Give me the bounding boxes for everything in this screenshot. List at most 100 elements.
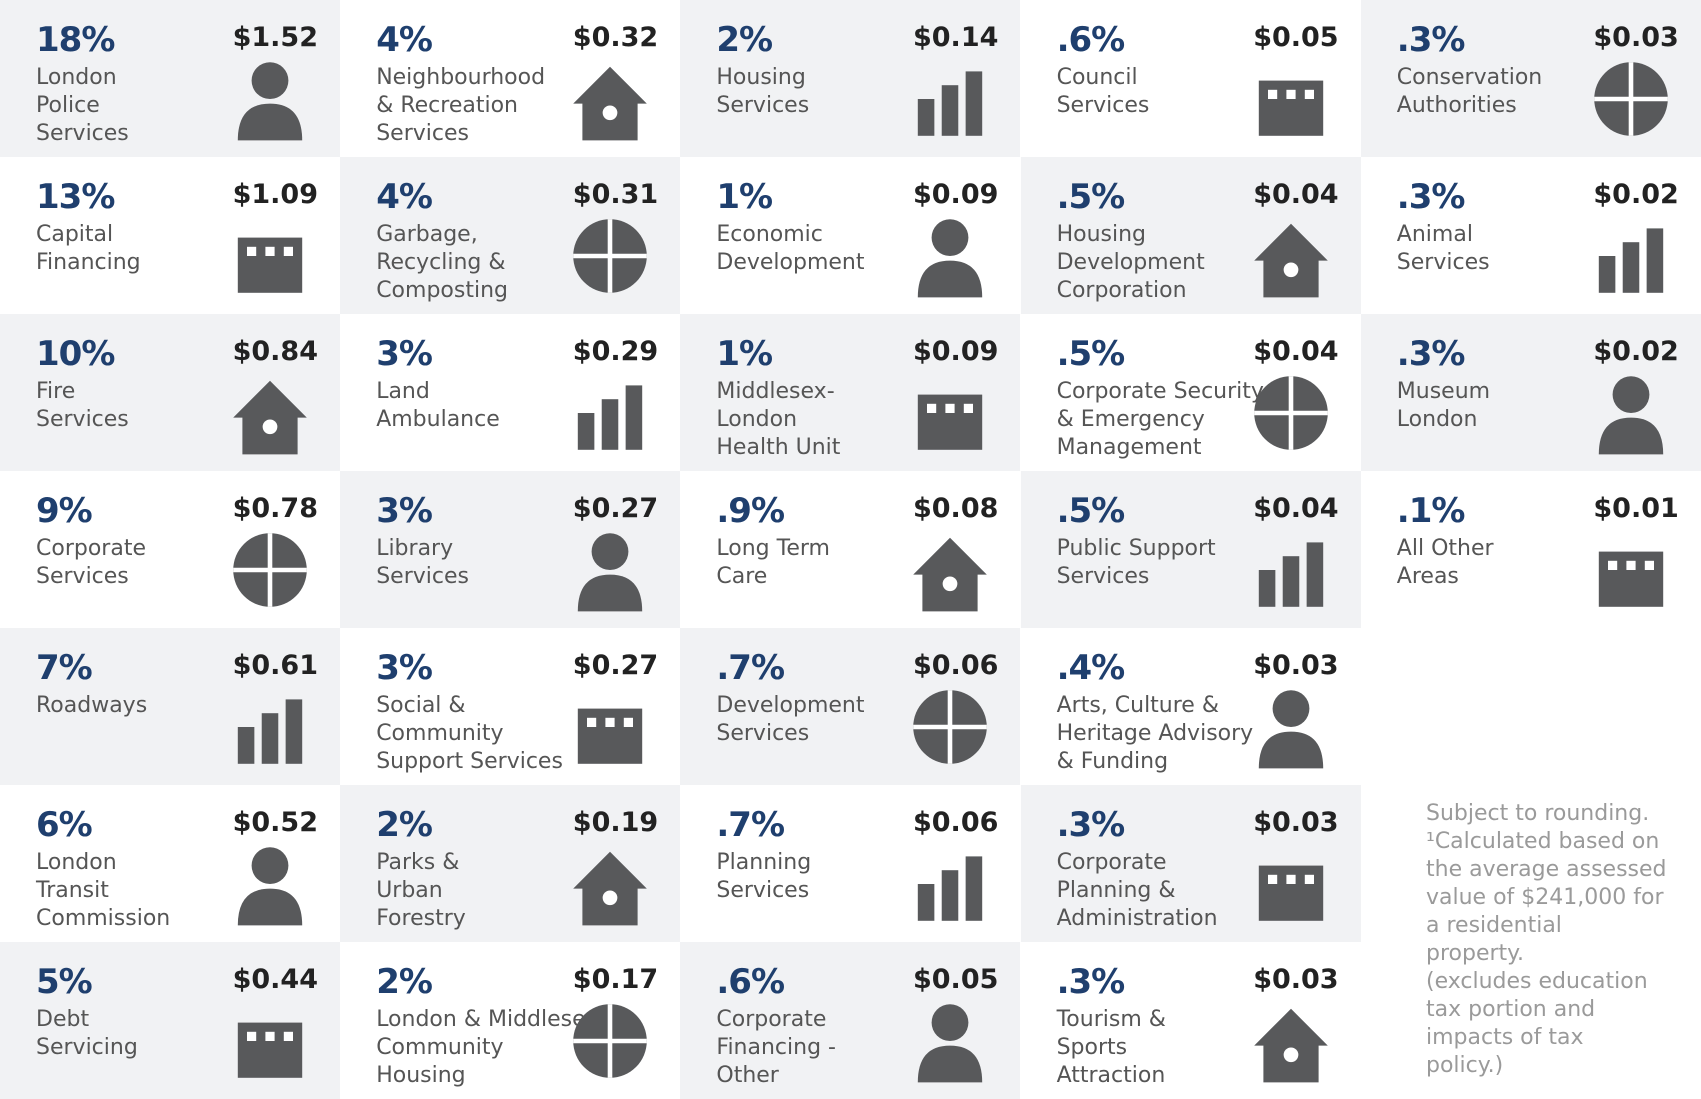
- tile: .6% $0.05 Council Services: [1021, 0, 1361, 157]
- percent: .3%: [1056, 962, 1126, 1002]
- percent: .3%: [1396, 334, 1466, 374]
- tile: .3% $0.03 Corporate Planning & Administratio…: [1020, 785, 1361, 942]
- amount: $0.01: [1593, 493, 1679, 524]
- percent: 1%: [716, 334, 773, 374]
- name: Neighbourhood & Recreation Services: [376, 64, 545, 148]
- name-line: Areas: [1396, 564, 1459, 589]
- name: Arts, Culture & Heritage Advisory & Fundin…: [1057, 692, 1254, 776]
- name-line: Police: [36, 93, 100, 118]
- name: Conservation Authorities: [1397, 64, 1542, 120]
- name: London Police Services: [36, 64, 129, 148]
- percent: 3%: [376, 491, 433, 531]
- name-line: Transit: [36, 878, 109, 903]
- name-line: Corporation: [1056, 278, 1187, 303]
- name-line: Financing -: [716, 1035, 836, 1060]
- footnote-line: tax portion and: [1426, 997, 1596, 1022]
- name-line: Recycling &: [376, 250, 506, 275]
- tile: 13% $1.09 Capital Financing: [0, 157, 340, 314]
- tile: .1% $0.01 All Other Areas: [1361, 471, 1701, 628]
- name-line: Support Services: [376, 749, 563, 774]
- name-line: Museum: [1396, 379, 1491, 404]
- tile: .5% $0.04 Public Support Services: [1020, 471, 1361, 628]
- icon: [1258, 690, 1323, 769]
- name-line: Community: [376, 1035, 504, 1060]
- icon: [918, 219, 983, 298]
- name-line: London: [1396, 407, 1478, 432]
- percent: 7%: [36, 648, 93, 688]
- amount: $0.04: [1253, 179, 1339, 210]
- name-line: Community: [376, 721, 504, 746]
- name-line: Neighbourhood: [376, 65, 546, 90]
- name-line: Services: [716, 93, 810, 118]
- tile: .5% $0.04 Corporate Security & Emergency Man…: [1021, 314, 1361, 471]
- name-line: Services: [376, 121, 469, 146]
- amount: $0.02: [1593, 336, 1679, 367]
- icon: [577, 708, 643, 764]
- name-line: London: [36, 65, 117, 90]
- name-line: Middlesex-: [716, 379, 835, 404]
- name-line: Services: [1056, 564, 1150, 589]
- name: Library Services: [376, 535, 469, 591]
- amount: $0.52: [232, 807, 318, 838]
- name: Middlesex- London Health Unit: [716, 378, 840, 462]
- icon: [1598, 551, 1663, 607]
- amount: $0.06: [912, 807, 999, 838]
- percent: .7%: [716, 805, 785, 845]
- tile: .7% $0.06 Planning Services: [680, 785, 1020, 942]
- name-line: Services: [716, 878, 810, 903]
- name-line: Attraction: [1056, 1063, 1166, 1088]
- amount: $0.04: [1253, 336, 1339, 367]
- name-line: Public Support: [1056, 536, 1216, 561]
- name-line: London: [36, 850, 117, 875]
- name-line: Planning: [716, 850, 812, 875]
- amount: $0.03: [1253, 807, 1339, 838]
- icon: [573, 851, 647, 926]
- name: Long Term Care: [716, 535, 830, 591]
- percent: 4%: [376, 177, 433, 217]
- footnote: Subject to rounding. ¹Calculated based on…: [1426, 800, 1667, 1080]
- name-line: Services: [1396, 250, 1490, 275]
- tile: 2% $0.14 Housing Services: [680, 0, 1021, 157]
- name-line: Corporate Security: [1056, 379, 1264, 404]
- name-line: Housing: [716, 65, 806, 90]
- name-line: Services: [36, 121, 129, 146]
- name-line: London & Middlesex: [376, 1007, 599, 1032]
- amount: $0.04: [1253, 493, 1339, 524]
- amount: $0.27: [572, 493, 659, 524]
- name-line: Long Term: [716, 536, 830, 561]
- icon: [237, 699, 303, 764]
- percent: 13%: [36, 177, 115, 217]
- icon: [1598, 376, 1663, 455]
- amount: $0.31: [572, 179, 659, 210]
- percent: .3%: [1056, 805, 1126, 845]
- name-line: Tourism &: [1056, 1007, 1166, 1032]
- percent: .5%: [1056, 491, 1126, 531]
- tile: .3% $0.02 Animal Services: [1361, 157, 1701, 314]
- tile: .6% $0.05 Corporate Financing - Other: [680, 942, 1021, 1099]
- percent: 3%: [376, 648, 433, 688]
- name: All Other Areas: [1397, 535, 1494, 591]
- amount: $0.78: [232, 493, 318, 524]
- tile: .9% $0.08 Long Term Care: [680, 471, 1020, 628]
- name-line: & Funding: [1056, 749, 1169, 774]
- name: Debt Servicing: [36, 1006, 138, 1062]
- name: Social & Community Support Services: [376, 692, 563, 776]
- name-line: Development: [1056, 250, 1205, 275]
- icon: [1253, 1008, 1328, 1083]
- percent: 2%: [376, 805, 433, 845]
- icon: [237, 237, 303, 293]
- icon: [1258, 865, 1323, 921]
- percent: 4%: [376, 20, 433, 60]
- name-line: Composting: [376, 278, 508, 303]
- percent: .9%: [716, 491, 785, 531]
- percent: 3%: [376, 334, 433, 374]
- name-line: Capital: [36, 222, 114, 247]
- footnote-line: Subject to rounding.: [1426, 801, 1650, 826]
- name: Corporate Financing - Other: [716, 1006, 836, 1090]
- name-line: Heritage Advisory: [1056, 721, 1254, 746]
- percent: 5%: [36, 962, 93, 1002]
- name-line: Services: [36, 564, 129, 589]
- name-line: Services: [1056, 93, 1150, 118]
- tile: 9% $0.78 Corporate Services: [0, 471, 340, 628]
